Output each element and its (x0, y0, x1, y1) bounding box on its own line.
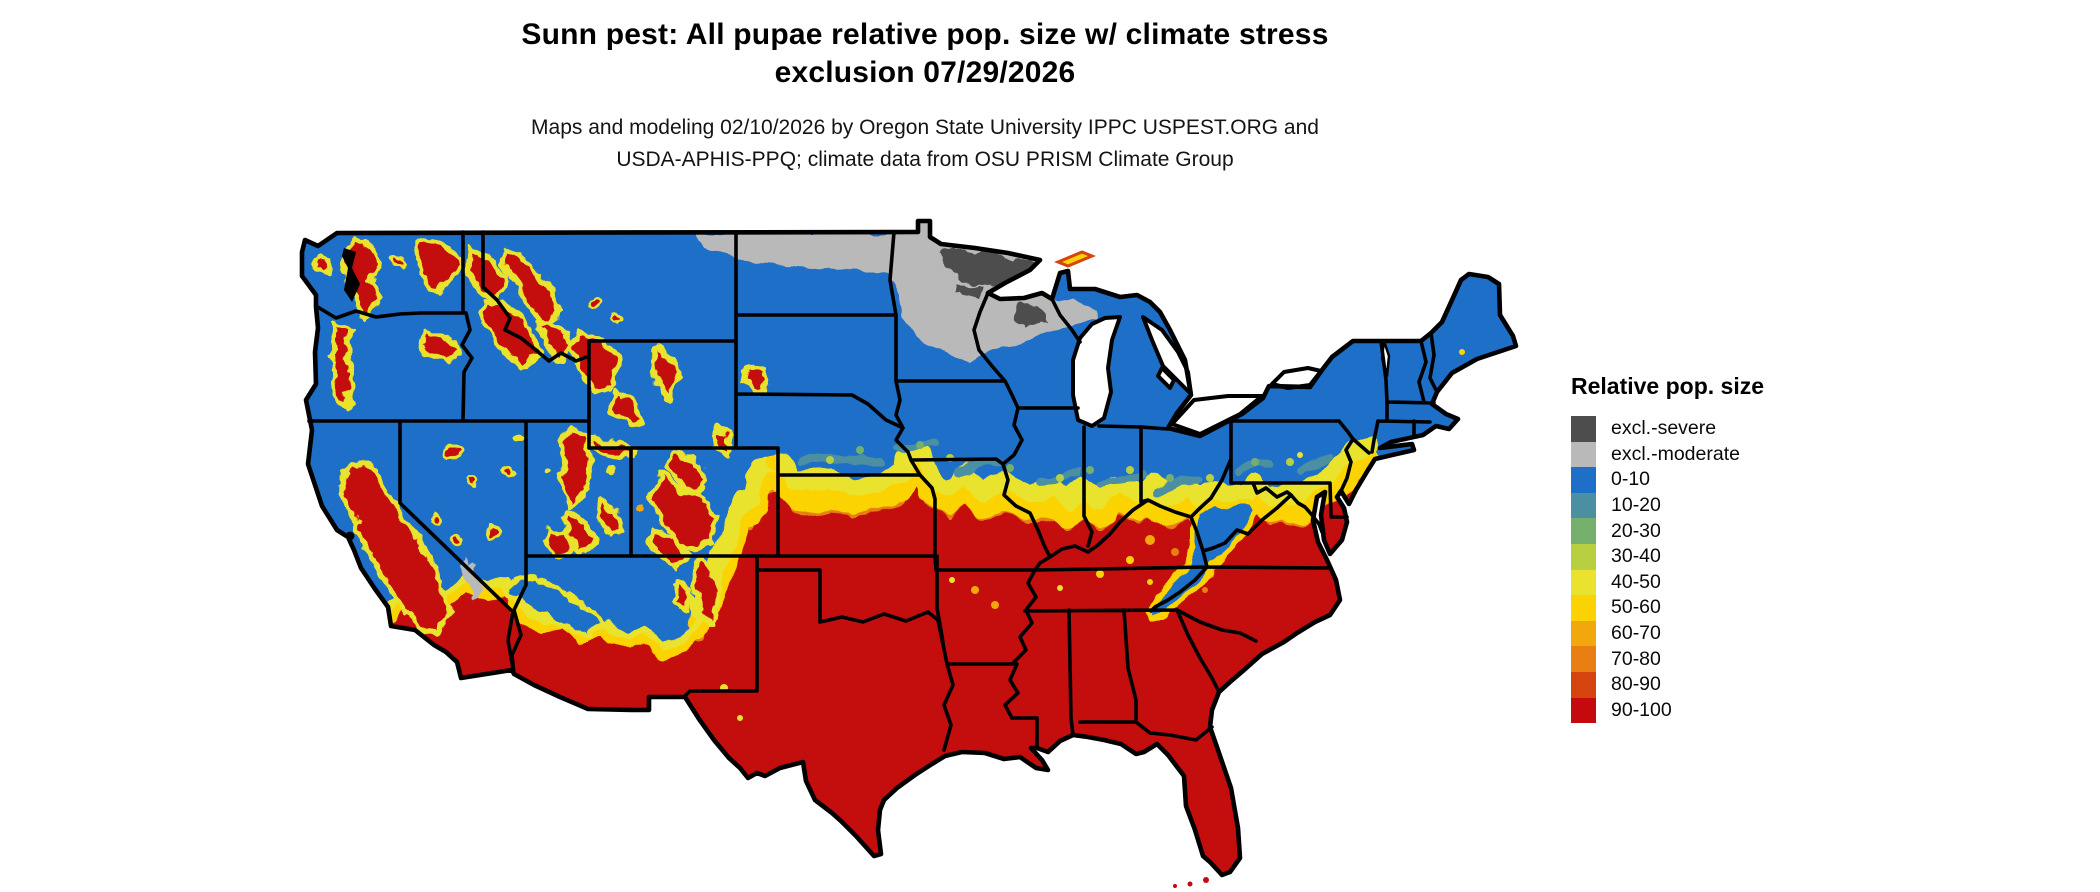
conus-outline (299, 218, 1519, 878)
legend-swatch (1571, 646, 1596, 672)
legend-item: 80-90 (1571, 671, 1901, 698)
legend-swatch (1571, 697, 1596, 724)
legend-item: 60-70 (1571, 620, 1901, 647)
figure-subtitle: Maps and modeling 02/10/2026 by Oregon S… (225, 112, 1625, 176)
great-lakes (1071, 315, 1391, 436)
legend-swatch (1571, 595, 1596, 621)
legend-item: 90-100 (1571, 697, 1901, 724)
subtitle-line-2: USDA-APHIS-PPQ; climate data from OSU PR… (616, 148, 1234, 171)
figure-title: Sunn pest: All pupae relative pop. size … (225, 16, 1625, 92)
legend-swatch (1571, 671, 1596, 698)
state-borders (307, 230, 1438, 752)
legend-swatch (1571, 441, 1596, 468)
legend-item: 70-80 (1571, 646, 1901, 672)
legend-swatch (1571, 620, 1596, 647)
legend-swatch (1571, 416, 1596, 442)
legend-swatch (1571, 518, 1596, 544)
legend-label: 80-90 (1611, 673, 1661, 696)
florida-keys (1173, 877, 1209, 888)
map-fill-layers (302, 221, 1516, 875)
title-line-2: exclusion 07/29/2026 (774, 56, 1076, 89)
legend-label: 70-80 (1611, 647, 1661, 670)
legend-item: 40-50 (1571, 569, 1901, 596)
legend-label: 10-20 (1611, 494, 1661, 517)
beaver-island (1125, 325, 1131, 331)
legend-item: 20-30 (1571, 518, 1901, 544)
legend-item: 30-40 (1571, 543, 1901, 570)
legend-item: excl.-severe (1571, 416, 1901, 442)
legend-item: 0-10 (1571, 467, 1901, 493)
legend-swatch (1571, 569, 1596, 596)
title-line-1: Sunn pest: All pupae relative pop. size … (521, 18, 1329, 51)
subtitle-line-1: Maps and modeling 02/10/2026 by Oregon S… (531, 116, 1319, 139)
legend-label: 90-100 (1611, 698, 1672, 721)
legend-item: excl.-moderate (1571, 441, 1901, 468)
legend-label: 20-30 (1611, 519, 1661, 542)
legend-items: excl.-severe excl.-moderate 0-10 10-20 20-30… (1571, 416, 1901, 724)
legend-item: 50-60 (1571, 595, 1901, 621)
legend: Relative pop. size excl.-severe excl.-mod… (1571, 373, 1901, 724)
legend-label: 0-10 (1611, 468, 1651, 491)
saginaw-bay (1156, 366, 1176, 390)
legend-title: Relative pop. size (1571, 373, 1765, 399)
legend-label: 60-70 (1611, 622, 1661, 645)
isle-royale (1054, 250, 1096, 268)
legend-swatch (1571, 492, 1596, 519)
legend-swatch (1571, 467, 1596, 493)
legend-swatch (1571, 543, 1596, 570)
legend-label: 30-40 (1611, 545, 1661, 568)
legend-label: excl.-moderate (1611, 442, 1740, 465)
legend-item: 10-20 (1571, 492, 1901, 519)
lake-michigan (1071, 315, 1122, 428)
legend-label: 40-50 (1611, 570, 1661, 593)
interior-mottling-dots (720, 535, 1208, 721)
legend-label: 50-60 (1611, 596, 1661, 619)
puget-sound-water (342, 248, 360, 302)
legend-label: excl.-severe (1611, 417, 1717, 440)
